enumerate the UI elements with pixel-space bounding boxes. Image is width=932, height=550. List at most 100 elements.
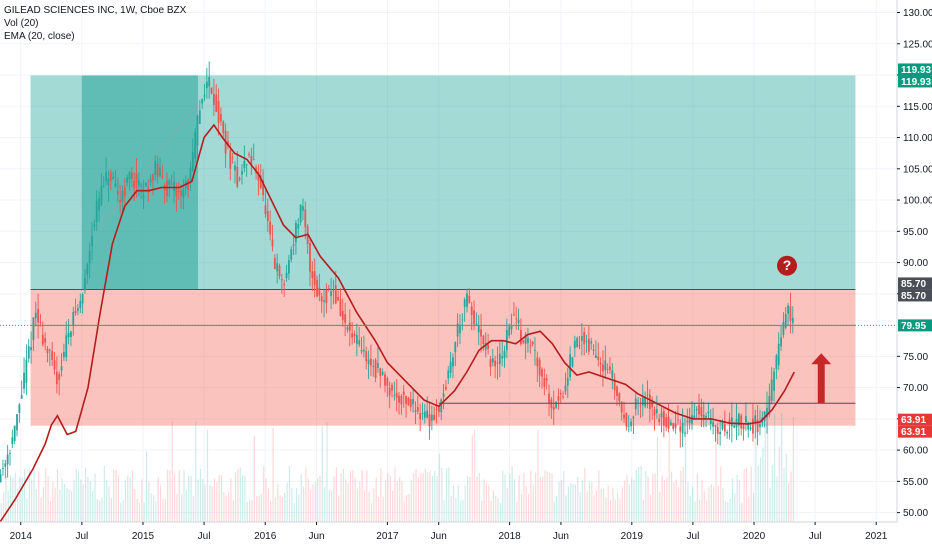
- candle-body: [53, 360, 56, 370]
- candle-body: [602, 364, 604, 372]
- volume-bar: [258, 495, 260, 522]
- candle-body: [0, 474, 2, 482]
- time-tick-label: Jun: [308, 531, 324, 542]
- volume-bar: [429, 470, 431, 522]
- volume-bar: [673, 481, 675, 522]
- volume-bar: [586, 491, 588, 522]
- candle-body: [754, 415, 757, 423]
- candle-body: [709, 417, 712, 424]
- volume-bar: [171, 421, 173, 522]
- candle-body: [456, 323, 459, 337]
- candle-body: [187, 179, 190, 191]
- candle-body: [409, 399, 412, 407]
- volume-bar: [42, 487, 45, 522]
- legend-symbol[interactable]: GILEAD SCIENCES INC, 1W, Cboe BZX: [4, 5, 187, 16]
- volume-bar: [511, 465, 513, 522]
- candle-body: [576, 338, 579, 348]
- candle-body: [646, 394, 649, 396]
- legend-volume[interactable]: Vol (20): [4, 18, 39, 29]
- volume-bar: [143, 502, 145, 522]
- candle-body: [123, 187, 126, 197]
- candle-body: [344, 314, 347, 323]
- candle-body: [159, 167, 161, 176]
- candle-body: [759, 423, 761, 428]
- candle-body: [405, 395, 407, 404]
- volume-bar: [415, 469, 417, 522]
- candle-body: [698, 405, 700, 415]
- volume-bar: [565, 495, 567, 522]
- volume-bar: [239, 467, 241, 522]
- volume-bar: [577, 476, 579, 522]
- candle-body: [145, 182, 147, 187]
- price-tick-label: 125.00: [903, 39, 932, 50]
- candle-body: [784, 314, 787, 328]
- candle-body: [749, 427, 752, 430]
- candle-body: [46, 349, 49, 354]
- volume-bar: [481, 500, 483, 522]
- candle-body: [545, 378, 548, 381]
- volume-bar: [560, 479, 562, 522]
- price-tag: [898, 75, 932, 88]
- volume-bar: [377, 496, 380, 522]
- candle-body: [379, 368, 382, 376]
- candle-body: [374, 360, 377, 379]
- candle-body: [763, 411, 766, 421]
- candle-body: [100, 185, 103, 206]
- candle-body: [358, 340, 361, 345]
- candle-body: [112, 176, 115, 179]
- candle-body: [212, 93, 215, 106]
- candle-body: [62, 351, 65, 358]
- volume-bar: [771, 465, 773, 522]
- candle-body: [370, 358, 372, 366]
- volume-bar: [190, 476, 192, 522]
- volume-bar: [40, 497, 42, 522]
- volume-bar: [399, 476, 401, 522]
- candle-body: [243, 160, 246, 168]
- candle-body: [55, 371, 58, 385]
- price-tag-label: 119.93: [901, 77, 931, 88]
- candle-body: [273, 258, 276, 269]
- candle-body: [318, 287, 321, 296]
- candle-body: [437, 405, 440, 413]
- volume-bar: [167, 469, 169, 522]
- candle-body: [721, 422, 724, 430]
- volume-bar: [256, 496, 258, 522]
- candle-body: [473, 310, 475, 325]
- volume-bar: [52, 482, 54, 522]
- candle-body: [30, 346, 32, 351]
- legend-ema[interactable]: EMA (20, close): [4, 31, 75, 42]
- candle-body: [559, 393, 562, 395]
- candle-body: [299, 204, 302, 223]
- volume-bar: [741, 502, 743, 522]
- candle-body: [173, 181, 175, 191]
- candle-body: [587, 338, 590, 352]
- candle-body: [503, 350, 506, 358]
- candle-body: [95, 201, 98, 223]
- candle-body: [154, 160, 157, 175]
- volume-bar: [267, 488, 270, 522]
- volume-bar: [21, 477, 23, 522]
- volume-bar: [729, 499, 731, 522]
- volume-bar: [715, 424, 717, 522]
- chart-legend: GILEAD SCIENCES INC, 1W, Cboe BZX Vol (2…: [4, 4, 186, 43]
- volume-bar: [659, 491, 661, 522]
- volume-bar: [647, 476, 649, 522]
- volume-bar: [77, 470, 80, 522]
- volume-bar: [764, 423, 766, 522]
- time-tick-label: Jul: [809, 531, 822, 542]
- candle-body: [360, 349, 363, 352]
- candle-body: [433, 414, 436, 421]
- candle-body: [135, 173, 138, 184]
- candle-body: [489, 359, 492, 367]
- volume-bar: [431, 475, 434, 522]
- volume-bar: [492, 489, 494, 522]
- price-tag: [898, 425, 932, 438]
- volume-bar: [699, 500, 701, 522]
- price-tick-label: 70.00: [903, 383, 928, 394]
- volume-bar: [155, 501, 157, 522]
- price-tag: [898, 63, 932, 76]
- candle-body: [323, 300, 325, 302]
- candle-body: [599, 362, 602, 365]
